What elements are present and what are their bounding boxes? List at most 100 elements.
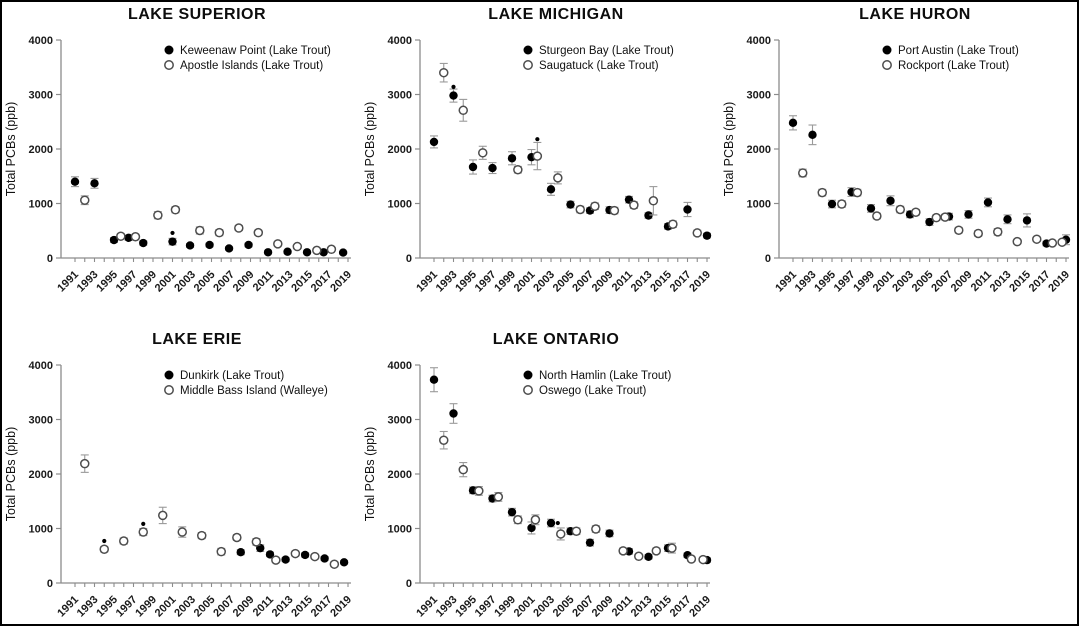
data-point-open <box>571 526 582 536</box>
chart-title: LAKE HURON <box>859 6 971 23</box>
x-tick-label: 2009 <box>590 269 616 295</box>
axes: 0100020003000400019911993199519971999200… <box>747 35 1073 294</box>
x-tick-label: 1993 <box>75 594 101 620</box>
x-tick-label: 1995 <box>453 269 479 295</box>
chart-plot: 0100020003000400019911993199519971999200… <box>363 360 713 620</box>
data-point-open <box>872 211 882 221</box>
data-point-filled <box>964 210 973 219</box>
data-point-filled <box>488 163 497 173</box>
data-point-filled <box>468 162 478 172</box>
data-point-filled <box>109 235 119 245</box>
data-point-open <box>629 200 639 210</box>
data-point-open <box>170 205 181 215</box>
x-tick-label: 1991 <box>55 269 81 295</box>
x-tick-label: 2005 <box>910 269 936 295</box>
y-tick-label: 0 <box>47 578 53 590</box>
legend-label: Keweenaw Point (Lake Trout) <box>180 45 331 57</box>
legend-marker-filled <box>523 45 533 55</box>
legend-label: Apostle Islands (Lake Trout) <box>180 60 323 72</box>
x-tick-label: 2017 <box>309 269 335 295</box>
data-point-filled <box>429 375 439 384</box>
data-point-open <box>532 151 543 161</box>
x-tick-label: 2005 <box>192 269 218 295</box>
y-axis-label: Total PCBs (ppb) <box>4 427 18 521</box>
data-point-filled <box>236 548 245 557</box>
x-tick-label: 1999 <box>851 269 877 295</box>
x-tick-label: 2001 <box>512 594 538 620</box>
y-tick-label: 0 <box>406 578 412 590</box>
data-point-open <box>591 524 601 534</box>
x-tick-label: 1993 <box>75 269 101 295</box>
legend-marker-open <box>164 60 174 70</box>
x-tick-label: 1995 <box>453 594 479 620</box>
x-tick-label: 1997 <box>473 269 499 295</box>
data-point-open <box>197 530 207 541</box>
data-point-filled <box>300 550 310 560</box>
data-point-open <box>216 546 226 557</box>
x-tick-label: 2013 <box>270 594 296 620</box>
legend-label: Sturgeon Bay (Lake Trout) <box>539 45 674 57</box>
x-tick-label: 2005 <box>551 269 577 295</box>
data-point-filled <box>224 244 234 253</box>
data-point-filled <box>205 240 214 250</box>
axes: 0100020003000400019911993199519971999200… <box>29 360 355 619</box>
data-point-open <box>1032 234 1042 244</box>
data-point-filled <box>124 233 133 243</box>
data-point-filled <box>168 237 177 246</box>
legend-label: Dunkirk (Lake Trout) <box>180 370 284 382</box>
data-point-filled <box>339 558 349 567</box>
x-tick-label: 2019 <box>328 594 354 620</box>
x-tick-label: 2007 <box>211 269 237 295</box>
x-tick-label: 2011 <box>610 269 635 294</box>
x-tick-label: 1997 <box>114 269 140 295</box>
x-tick-label: 1995 <box>94 269 120 295</box>
data-point-filled <box>429 137 439 147</box>
data-point-open <box>439 435 449 445</box>
chart-title: LAKE SUPERIOR <box>127 6 267 23</box>
data-point-open <box>634 551 644 562</box>
data-point-open <box>232 532 242 543</box>
series-open <box>439 62 702 238</box>
data-point-filled <box>788 118 798 128</box>
data-point-filled <box>1003 215 1012 224</box>
x-tick-label: 2017 <box>668 594 694 620</box>
data-point-open <box>234 223 244 233</box>
legend: Dunkirk (Lake Trout) Middle Bass Island (… <box>164 370 328 397</box>
x-tick-label: 2003 <box>172 269 198 295</box>
data-point-open <box>575 204 585 215</box>
x-tick-label: 2019 <box>328 269 354 295</box>
data-point-open <box>474 486 484 496</box>
data-point-filled <box>566 200 575 209</box>
y-tick-label: 4000 <box>388 360 412 372</box>
data-point-filled <box>263 248 273 257</box>
data-point-open <box>329 559 340 569</box>
data-point-filled <box>983 198 993 207</box>
series-open <box>798 168 1067 248</box>
x-tick-label: 1999 <box>133 594 159 620</box>
x-tick-label: 2003 <box>531 594 557 620</box>
x-tick-label: 2017 <box>309 594 335 620</box>
x-tick-label: 2007 <box>570 594 596 620</box>
legend-marker-filled <box>164 370 174 380</box>
data-point-open <box>911 207 921 217</box>
x-tick-label: 2011 <box>251 269 276 294</box>
data-point-open <box>310 551 320 562</box>
significance-marker <box>141 521 146 526</box>
data-point-open <box>651 546 662 556</box>
x-tick-label: 2015 <box>648 269 674 295</box>
y-tick-label: 2000 <box>747 144 771 156</box>
chart-lake-superior: LAKE SUPERIOR 0 1000 2000 3000 4000 1991 1993 1… <box>3 4 361 302</box>
x-tick-label: 2013 <box>270 269 296 295</box>
y-tick-label: 4000 <box>388 35 412 47</box>
x-tick-label: 2003 <box>172 594 198 620</box>
y-tick-label: 2000 <box>388 469 412 481</box>
y-axis-label: Total PCBs (ppb) <box>363 427 377 521</box>
x-tick-label: 2013 <box>629 269 655 295</box>
data-point-open <box>993 227 1003 237</box>
data-point-open <box>940 212 950 222</box>
y-tick-label: 4000 <box>29 35 53 47</box>
data-point-open <box>80 195 90 205</box>
legend-marker-open <box>523 385 533 395</box>
data-point-filled <box>338 248 348 257</box>
series-filled <box>70 176 348 257</box>
